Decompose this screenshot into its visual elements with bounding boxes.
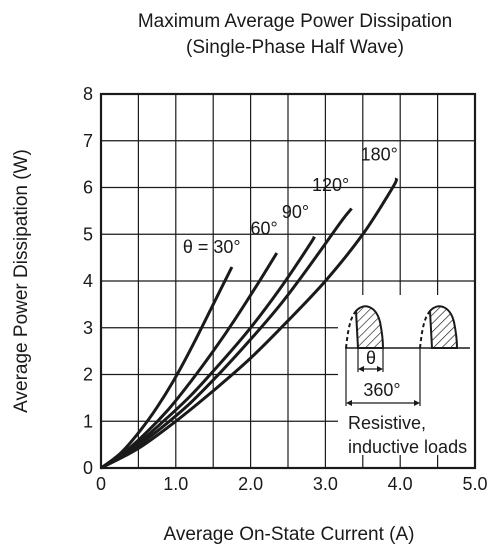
y-tick-label: 4	[83, 271, 93, 291]
series-label: 90°	[282, 202, 309, 222]
x-tick-label: 4.0	[388, 474, 413, 494]
series-line	[100, 266, 234, 470]
waveform-dashed-rise-1	[345, 310, 357, 349]
theta-arrowhead-right	[377, 366, 383, 372]
series-line	[100, 252, 279, 470]
series-label: 180°	[361, 144, 398, 164]
series-line	[100, 177, 398, 470]
y-tick-label: 5	[83, 224, 93, 244]
curve-labels: θ = 30° 60°90°120° 180°	[183, 144, 398, 257]
y-tick-label: 1	[83, 411, 93, 431]
chart-title: Maximum Average Power Dissipation	[138, 11, 452, 32]
x-tick-label: 2.0	[238, 474, 263, 494]
y-tick-label: 6	[83, 178, 93, 198]
theta-label: θ	[366, 348, 376, 368]
plot-frame	[99, 92, 477, 470]
theta-arrowhead-left	[358, 366, 364, 372]
x-axis-label: Average On-State Current (A)	[164, 524, 415, 545]
series-label: θ = 30°	[183, 237, 241, 257]
period-arrowhead-right	[414, 400, 420, 406]
load-note-line1: Resistive,	[348, 413, 426, 433]
series-line	[100, 207, 353, 470]
x-tick-label: 1.0	[163, 474, 188, 494]
period-arrowhead-left	[346, 400, 352, 406]
series-label: 120°	[312, 175, 349, 195]
waveform-pulse-1	[354, 305, 385, 349]
chart-subtitle: (Single-Phase Half Wave)	[186, 37, 404, 58]
period-label: 360°	[363, 380, 400, 400]
y-tick-label: 8	[83, 84, 93, 104]
tick-labels: 0 1 2 3 4 5 6 7 8 0 1.0 2.0 3.0 4.0 5.0	[83, 84, 488, 494]
y-tick-label: 2	[83, 365, 93, 385]
y-tick-label: 3	[83, 318, 93, 338]
y-tick-label: 7	[83, 131, 93, 151]
y-tick-label: 0	[83, 458, 93, 478]
waveform-pulse-2	[428, 305, 459, 349]
x-tick-label: 0	[96, 474, 106, 494]
x-tick-label: 3.0	[313, 474, 338, 494]
waveform-inset: θ 360° Resistive, inductive loads	[338, 295, 484, 457]
x-tick-label: 5.0	[462, 474, 487, 494]
y-axis-label: Average Power Dissipation (W)	[11, 149, 32, 413]
load-note-line2: inductive loads	[348, 437, 467, 457]
series-label: 60°	[250, 218, 277, 238]
waveform-dashed-rise-2	[419, 310, 431, 349]
curves	[100, 177, 398, 470]
series-line	[100, 235, 316, 470]
